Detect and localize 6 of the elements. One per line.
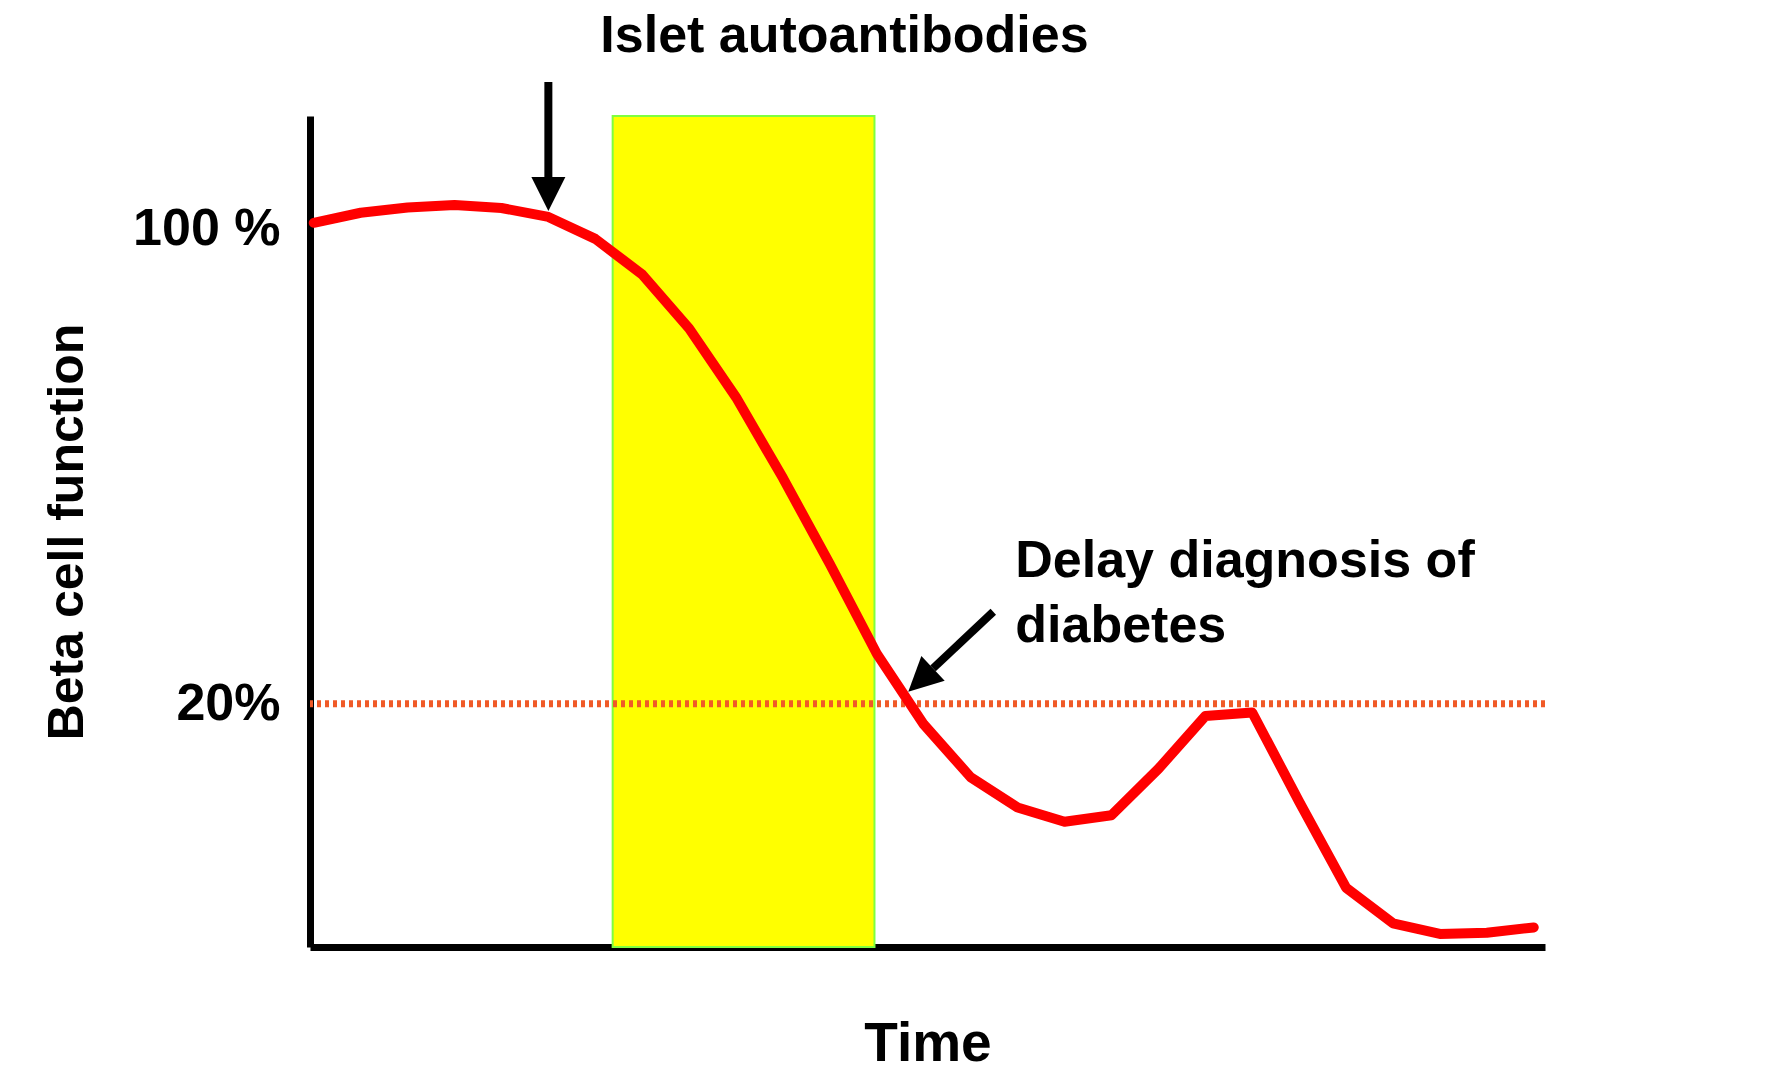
text: Islet autoantibodies bbox=[600, 3, 1090, 65]
y-tick-label: 20% bbox=[176, 673, 281, 732]
y-axis-title: Beta cell function bbox=[38, 323, 95, 741]
x-axis-title: Time bbox=[864, 1010, 992, 1073]
annotation: Delay diagnosis of diabetes bbox=[1015, 528, 1476, 655]
y-tick-label: 100 % bbox=[133, 198, 281, 257]
